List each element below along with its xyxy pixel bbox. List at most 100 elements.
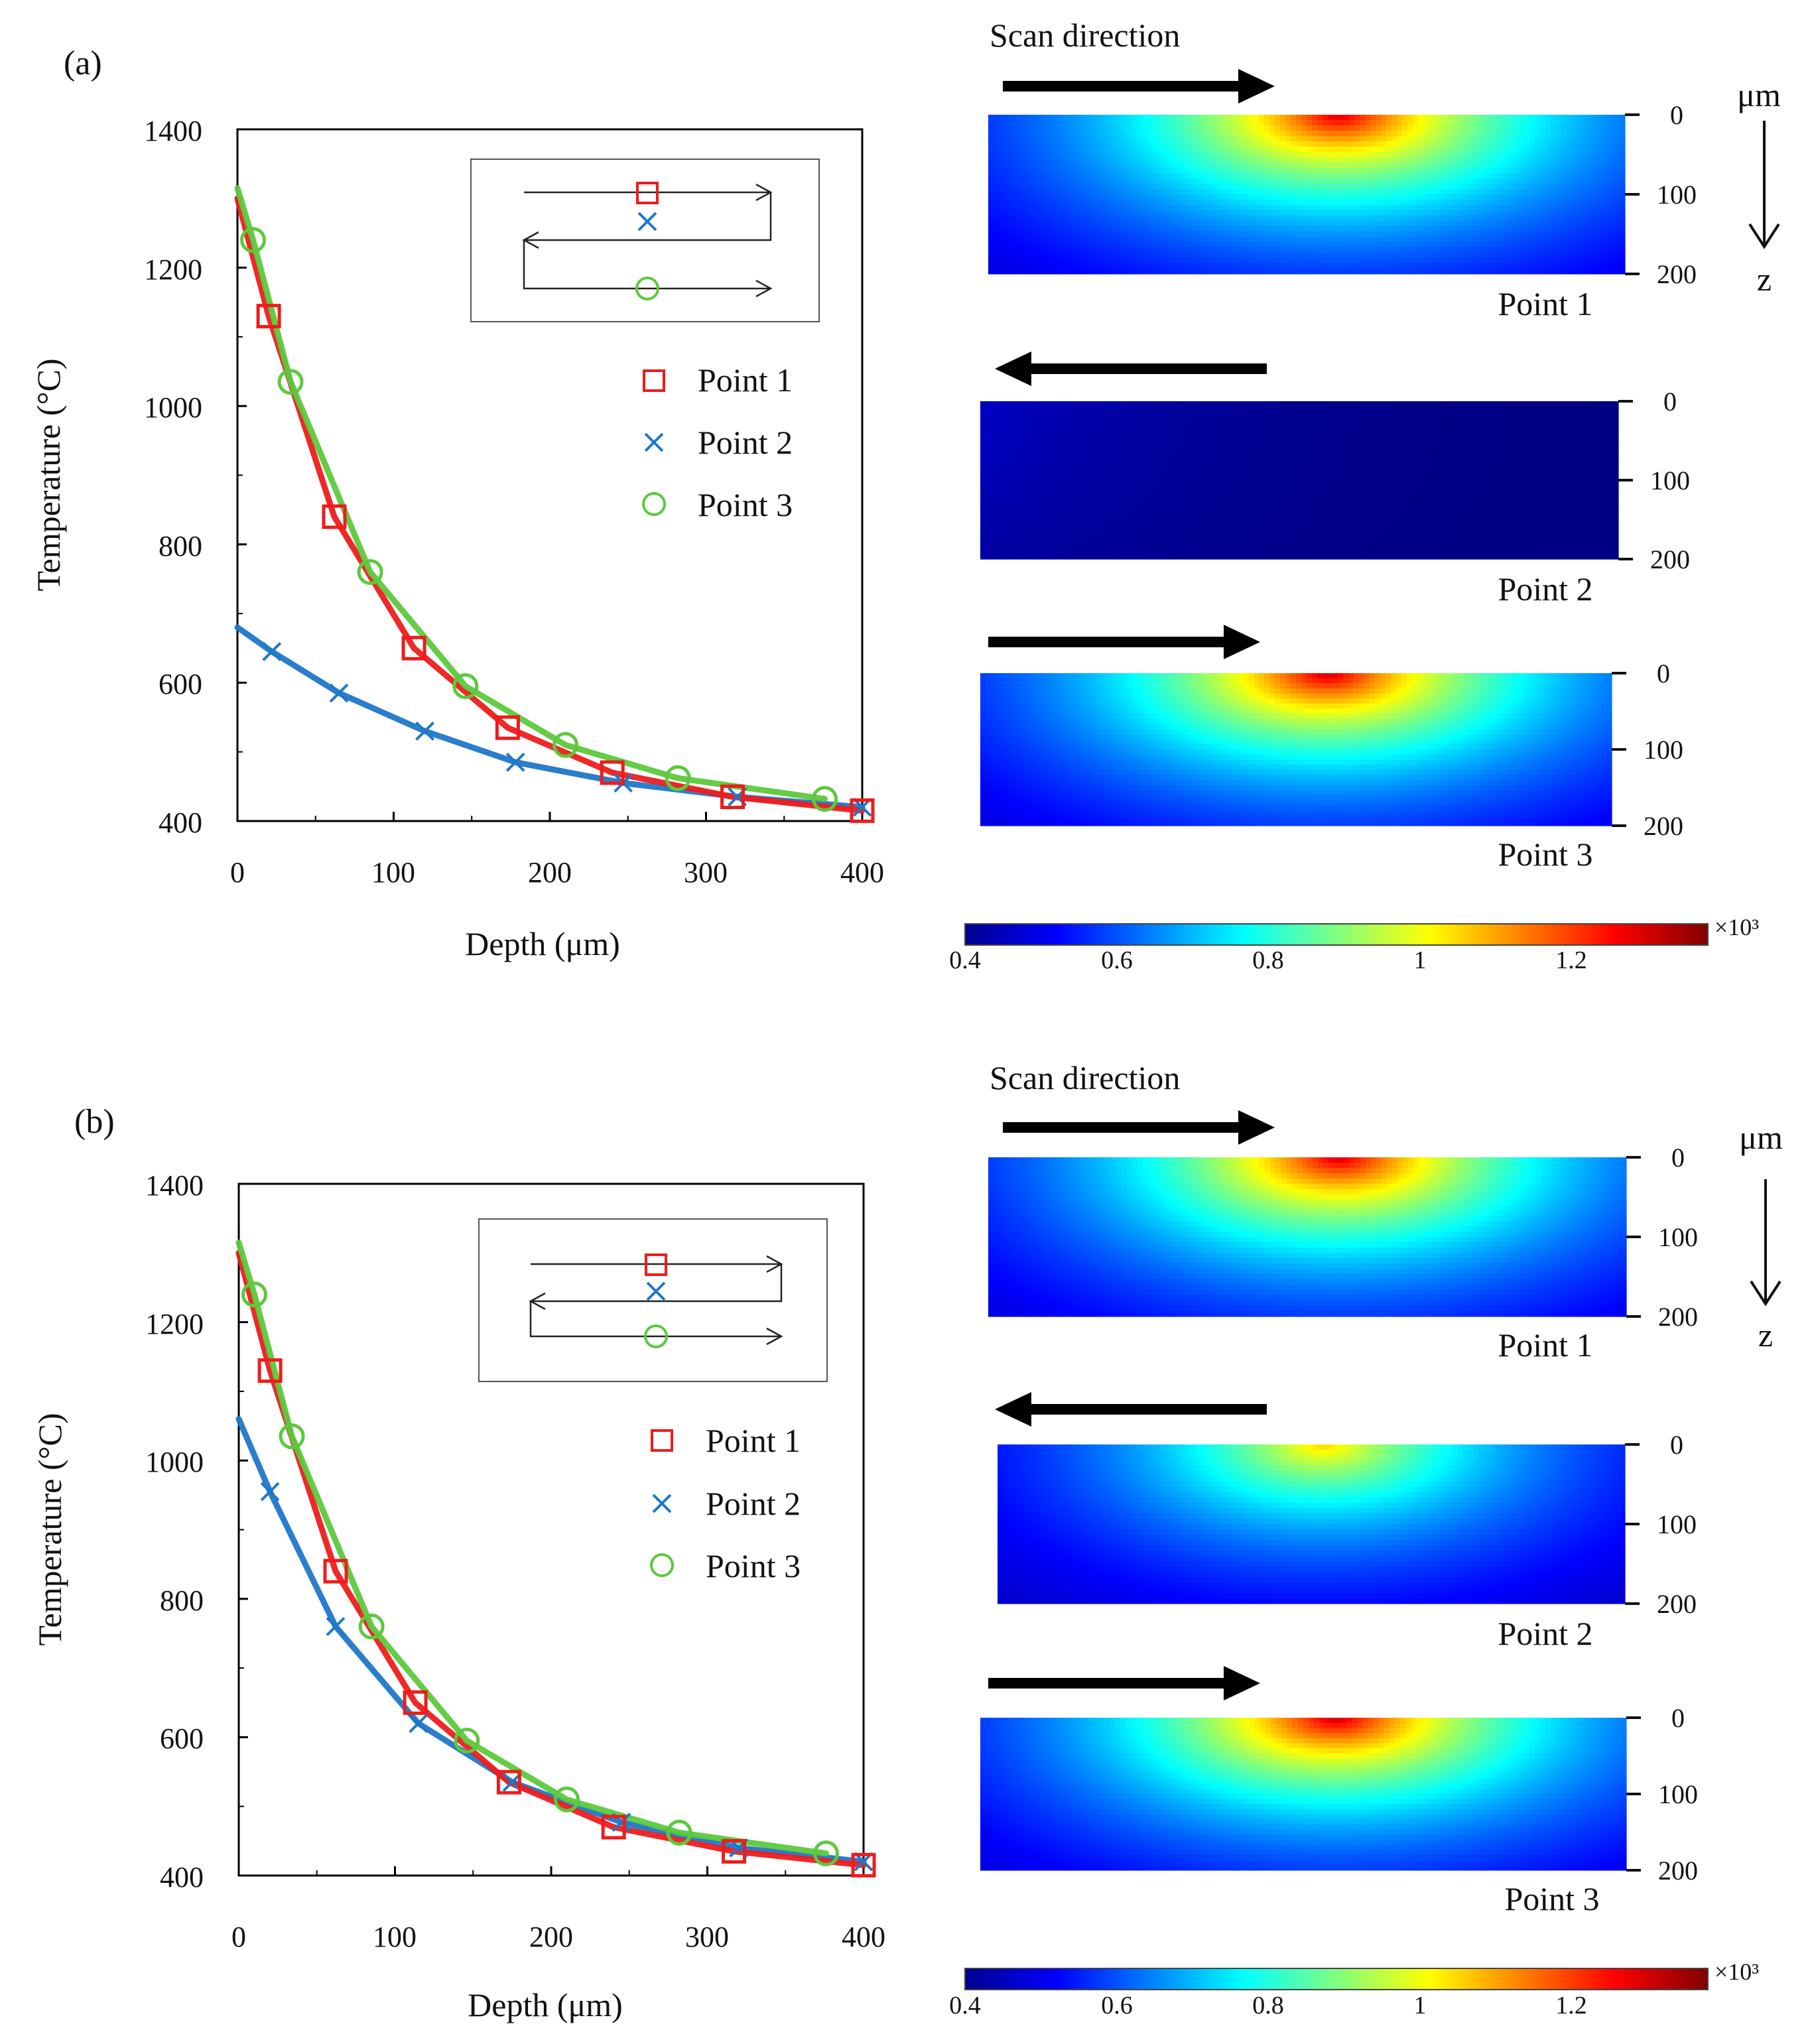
heatmap-cell: [1100, 253, 1106, 259]
heatmap-cell: [1301, 157, 1307, 163]
heatmap-cell: [1529, 136, 1535, 142]
heatmap-cell: [1216, 189, 1222, 195]
heatmap-cell: [1153, 152, 1159, 158]
heatmap-cell: [1577, 200, 1583, 206]
heatmap-cell: [1198, 406, 1204, 413]
heatmap-cell: [1421, 443, 1427, 449]
heatmap-cell: [1200, 125, 1206, 131]
heatmap-cell: [1246, 416, 1252, 423]
heatmap-cell: [1211, 136, 1217, 142]
heatmap-cell: [1105, 125, 1111, 131]
heatmap-cell: [1307, 152, 1313, 158]
heatmap-cell: [1363, 448, 1369, 454]
heatmap-cell: [1198, 443, 1204, 449]
heatmap-cell: [1514, 263, 1519, 269]
heatmap-cell: [1538, 406, 1545, 413]
heatmap-cell: [1349, 189, 1355, 195]
heatmap-cell: [1285, 242, 1291, 248]
heatmap-cell: [1572, 247, 1578, 253]
heatmap-cell: [1384, 406, 1390, 413]
heatmap-cell: [1293, 406, 1300, 413]
heatmap-cell: [1506, 427, 1513, 434]
heatmap-cell: [1312, 237, 1318, 243]
heatmap-cell: [1084, 258, 1090, 264]
heatmap-cell: [1206, 221, 1212, 227]
heatmap-cell: [1379, 427, 1385, 434]
heatmap-cell: [1583, 136, 1588, 142]
heatmap-cell: [1312, 189, 1318, 195]
heatmap-cell: [1198, 422, 1204, 428]
heatmap-cell: [1482, 200, 1488, 206]
heatmap-cell: [1182, 448, 1189, 454]
heatmap-cell: [1376, 221, 1382, 227]
heatmap-cell: [1025, 152, 1031, 158]
heatmap-cell: [1285, 221, 1291, 227]
heatmap-cell: [1305, 454, 1311, 460]
heatmap-cell: [1285, 147, 1291, 153]
heatmap-cell: [1554, 406, 1561, 413]
heatmap-cell: [1572, 205, 1578, 211]
heatmap-cell: [1482, 242, 1488, 248]
heatmap-cell: [1450, 205, 1456, 211]
heatmap-cell: [1333, 189, 1339, 195]
heatmap-cell: [1492, 152, 1498, 158]
heatmap-cell: [1333, 263, 1339, 269]
heatmap-cell: [1338, 131, 1344, 137]
heatmap-cell: [1031, 152, 1037, 158]
heatmap-cell: [1519, 210, 1525, 216]
heatmap-cell: [1033, 422, 1039, 428]
heatmap-cell: [1161, 443, 1167, 449]
heatmap-cell: [1354, 115, 1360, 121]
heatmap-cell: [1561, 258, 1567, 264]
heatmap-cell: [1131, 263, 1137, 269]
heatmap-cell: [1203, 438, 1210, 444]
heatmap-cell: [1023, 448, 1029, 454]
heatmap-cell: [1179, 173, 1185, 179]
heatmap-cell: [1503, 189, 1509, 195]
heatmap-cell: [1508, 216, 1514, 222]
heatmap-cell: [1524, 247, 1530, 253]
heatmap-cell: [1206, 194, 1212, 200]
heatmap-cell: [1047, 269, 1053, 275]
heatmap-cell: [1307, 141, 1313, 147]
heatmap-cell: [1448, 411, 1454, 418]
heatmap-cell: [1434, 178, 1440, 184]
heatmap-cell: [1004, 247, 1010, 253]
heatmap-cell: [1243, 247, 1249, 253]
heatmap-cell: [1100, 210, 1106, 216]
heatmap-cell: [1137, 253, 1143, 259]
heatmap-cell: [1365, 157, 1371, 163]
heatmap-cell: [1386, 152, 1392, 158]
heatmap-cell: [1094, 247, 1100, 253]
heatmap-cell: [1347, 416, 1353, 423]
heatmap-cell: [1089, 136, 1095, 142]
heatmap-cell: [1519, 258, 1525, 264]
heatmap-cell: [1070, 411, 1076, 418]
heatmap-cell: [1216, 242, 1222, 248]
heatmap-cell: [1349, 131, 1355, 137]
heatmap-cell: [1508, 141, 1514, 147]
heatmap-cell: [1041, 194, 1047, 200]
heatmap-cell: [1020, 152, 1026, 158]
heatmap-cell: [1057, 263, 1063, 269]
heatmap-cell: [1445, 231, 1451, 237]
heatmap-cell: [1386, 120, 1392, 126]
heatmap-cell: [1368, 443, 1374, 449]
heatmap-cell: [1291, 147, 1297, 153]
heatmap-cell: [1185, 184, 1191, 190]
heatmap-cell: [1549, 427, 1555, 434]
heatmap-cell: [1004, 178, 1010, 184]
arrowhead: [522, 231, 539, 249]
heatmap-cell: [1269, 125, 1275, 131]
heatmap-cell: [1285, 216, 1291, 222]
heatmap-cell: [1540, 189, 1546, 195]
heatmap-cell: [1365, 168, 1371, 174]
heatmap-cell: [1347, 443, 1353, 449]
heatmap-cell: [1517, 427, 1523, 434]
heatmap-cell: [1466, 168, 1472, 174]
heatmap-cell: [1445, 115, 1451, 121]
heatmap-cell: [1163, 216, 1169, 222]
heatmap-cell: [1147, 125, 1153, 131]
heatmap-cell: [1275, 115, 1281, 121]
heatmap-cell: [1395, 416, 1401, 423]
